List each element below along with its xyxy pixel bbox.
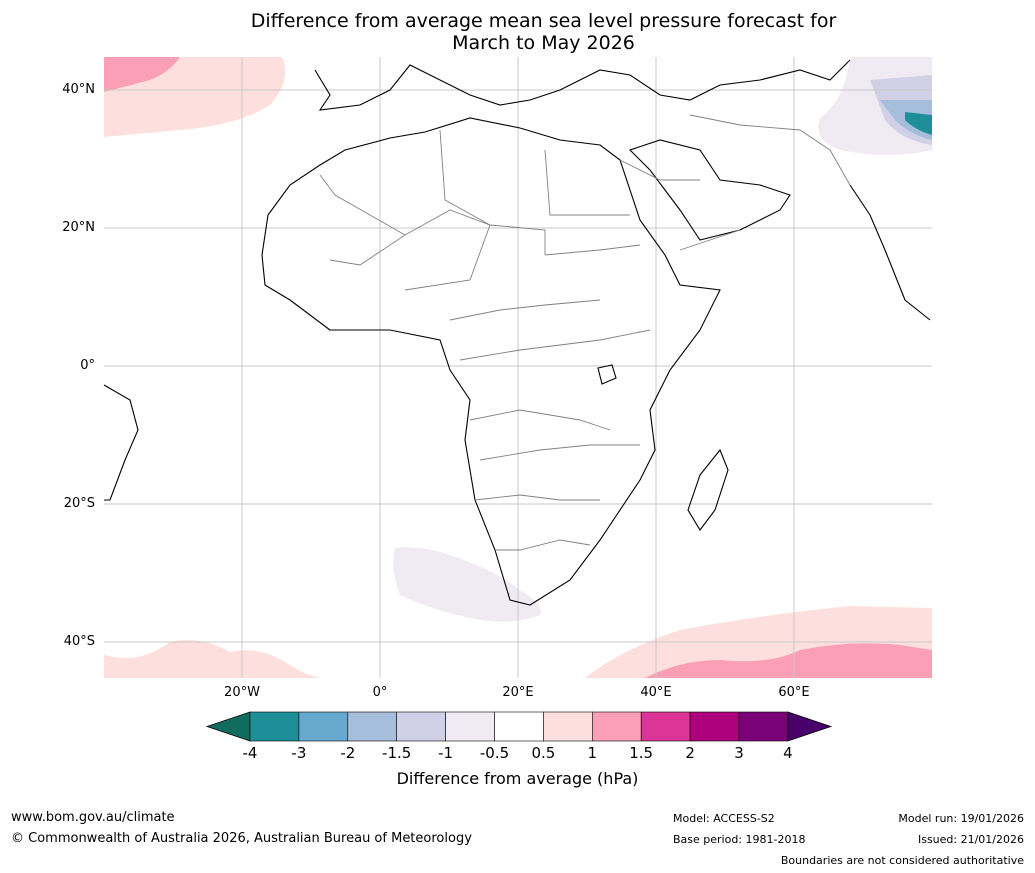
lat-label-20s: 20°S (63, 496, 95, 511)
colorbar-tick: -0.5 (479, 744, 510, 762)
lake-victoria (597, 364, 617, 385)
colorbar-segment (298, 711, 349, 742)
colorbar-segment (396, 711, 446, 742)
lat-label-0: 0° (80, 358, 95, 373)
anomaly-se-pink (645, 643, 932, 678)
colorbar-tick: 0.5 (531, 744, 556, 762)
colorbar-label: Difference from average (hPa) (396, 769, 639, 788)
africa-coastline (261, 117, 721, 606)
title-line-1: Difference from average mean sea level p… (250, 10, 837, 32)
anomaly-nw-pink (104, 57, 180, 92)
colorbar-extend-high (787, 711, 833, 742)
colorbar-tick: 4 (783, 744, 793, 762)
lon-label-40e: 40°E (640, 685, 672, 700)
colorbar-tick: -1 (438, 744, 454, 762)
europe-coastline (314, 59, 851, 111)
anomaly-shading (104, 57, 932, 678)
madagascar-coastline (687, 448, 729, 531)
lat-label-40n: 40°N (62, 82, 95, 97)
colorbar-segment (640, 711, 691, 742)
colorbar-tick: -4 (242, 744, 258, 762)
lon-label-20w: 20°W (224, 685, 260, 700)
lon-label-60e: 60°E (778, 685, 810, 700)
footer-model-run: Model run: 19/01/2026 (898, 812, 1024, 825)
lat-label-40s: 40°S (63, 634, 95, 649)
footer-url[interactable]: www.bom.gov.au/climate (11, 810, 175, 825)
colorbar-segment (689, 711, 740, 742)
colorbar-segment (591, 711, 642, 742)
footer-issued: Issued: 21/01/2026 (917, 833, 1024, 846)
colorbar-tick: 2 (685, 744, 695, 762)
india-coastline (849, 184, 931, 321)
graticule (104, 57, 932, 678)
colorbar-segment (347, 711, 397, 742)
title-line-2: March to May 2026 (452, 32, 635, 54)
south-america-coastline (103, 384, 139, 501)
country-borders (319, 114, 851, 551)
anomaly-ne-teal (905, 112, 932, 135)
colorbar-extend-low (205, 711, 251, 742)
footer-copyright: © Commonwealth of Australia 2026, Austra… (11, 831, 472, 846)
colorbar-segment (738, 711, 789, 742)
anomaly-south-atlantic-lilac (393, 547, 541, 622)
footer-disclaimer: Boundaries are not considered authoritat… (780, 854, 1024, 867)
colorbar-tick: 1.5 (629, 744, 654, 762)
lat-label-20n: 20°N (62, 220, 95, 235)
map-title: Difference from average mean sea level p… (0, 10, 1035, 54)
colorbar-tick: 3 (734, 744, 744, 762)
colorbar-segment (543, 711, 593, 742)
colorbar-segment (494, 711, 544, 742)
colorbar-tick: -1.5 (382, 744, 412, 762)
footer-base-period: Base period: 1981-2018 (673, 833, 806, 846)
lon-label-20e: 20°E (502, 685, 534, 700)
colorbar-segment (445, 711, 495, 742)
arabia-coastline (628, 139, 791, 241)
coastlines (103, 59, 931, 606)
colorbar-tick: -3 (291, 744, 307, 762)
anomaly-sw-light-pink (104, 639, 320, 678)
colorbar-segment (249, 711, 300, 742)
colorbar-tick: 1 (587, 744, 598, 762)
footer-model: Model: ACCESS-S2 (673, 812, 775, 825)
colorbar-tick: -2 (340, 744, 356, 762)
lon-label-0: 0° (372, 685, 388, 700)
